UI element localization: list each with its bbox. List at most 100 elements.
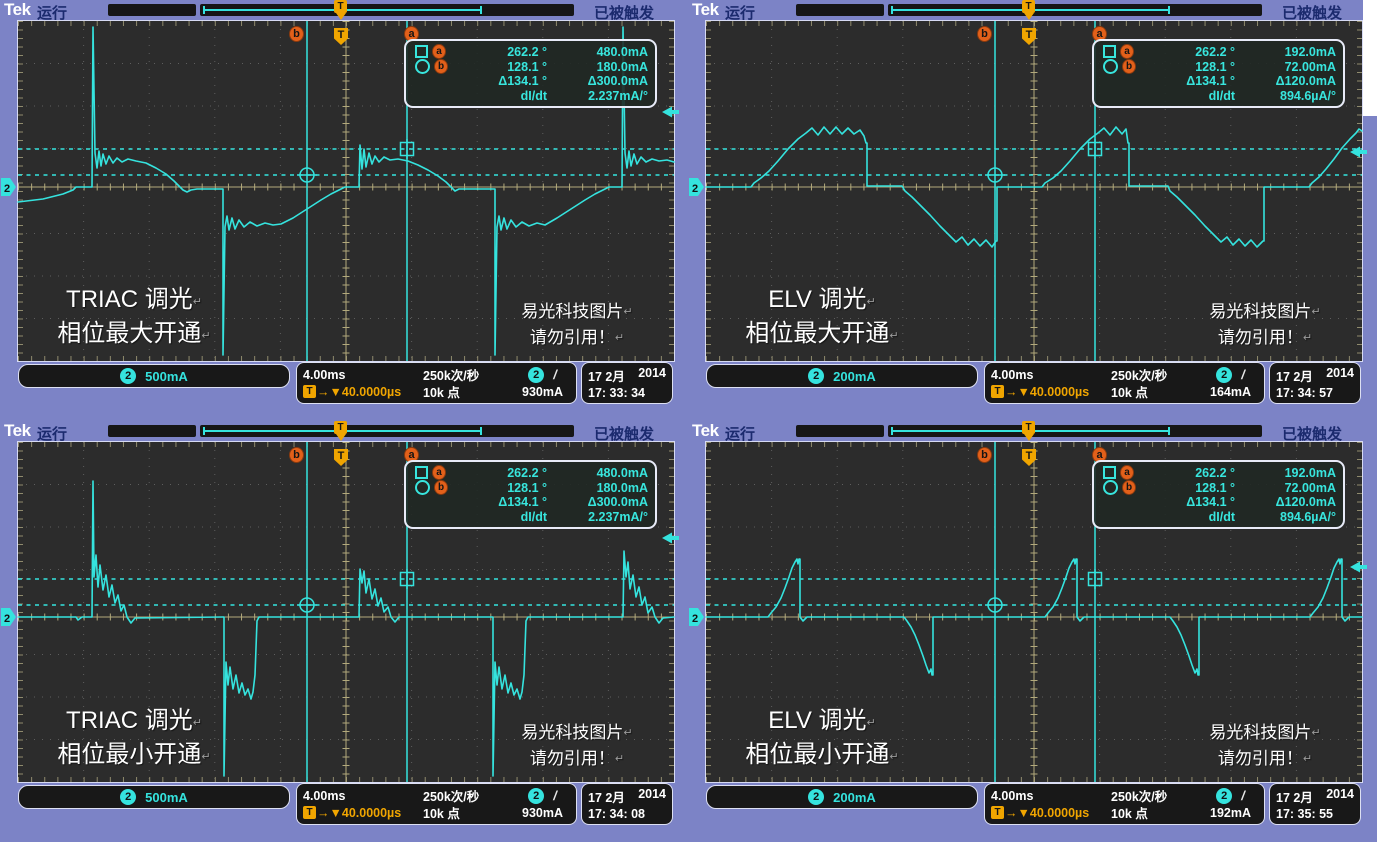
cursor-b-top-marker[interactable]: b xyxy=(289,447,304,463)
cursor-b-badge-icon: b xyxy=(434,480,448,495)
run-status: 运行 xyxy=(37,426,68,443)
date-row: 17 2月 2014 xyxy=(588,787,666,806)
circle-icon xyxy=(415,59,430,74)
sample-rate: 250k次/秒 xyxy=(1111,369,1168,383)
cursor-b-top-marker[interactable]: b xyxy=(977,26,992,42)
amplitude-cursor-lines[interactable] xyxy=(706,578,1362,606)
trigger-position-icon: T xyxy=(1022,421,1035,434)
time-cursor-lines[interactable] xyxy=(306,442,408,782)
horizontal-trigger-chip[interactable]: 4.00ms 250k次/秒 2 / T →▼40.0000µs 10k 点 9… xyxy=(296,783,577,825)
square-icon xyxy=(415,45,428,58)
cursor-a-badge-icon: a xyxy=(1120,465,1134,480)
time-value: 17: 34: 57 xyxy=(1276,386,1333,400)
trigger-down-arrow-icon xyxy=(1024,434,1034,441)
time-cursor-lines[interactable] xyxy=(306,21,408,361)
square-icon xyxy=(1103,466,1116,479)
cursor-a-phase: 262.2 ° xyxy=(507,465,547,480)
channel-2-badge-icon: 2 xyxy=(808,789,825,805)
return-mark: ↵ xyxy=(1311,306,1321,318)
channel-scale-chip[interactable]: 2 200mA xyxy=(706,785,978,809)
cursor-a-phase: 262.2 ° xyxy=(1195,44,1235,59)
channel-scale-value: 500mA xyxy=(145,368,188,384)
return-mark: ↵ xyxy=(1302,332,1313,344)
annotation-label: ELV 调光↵ 相位最大开通↵ xyxy=(700,284,944,352)
trigger-level-arrow-icon[interactable] xyxy=(1350,561,1367,573)
trigger-delay: T →▼40.0000µs xyxy=(303,385,423,399)
sample-rate: 250k次/秒 xyxy=(1111,790,1168,804)
amplitude-cursor-lines[interactable] xyxy=(18,578,674,606)
return-mark: ↵ xyxy=(623,727,633,739)
trigger-point-tag[interactable]: T xyxy=(334,28,348,45)
cursor-b-amplitude: 72.00mA xyxy=(1284,59,1336,74)
cursor-readout-box: a 262.2 ° 480.0mA b 128.1 ° 180.0mA Δ134… xyxy=(404,460,657,529)
trigger-level-arrow-icon[interactable] xyxy=(662,106,679,118)
cursor-a-badge-icon: a xyxy=(1120,44,1134,59)
timebase-value: 4.00ms xyxy=(303,367,346,382)
svg-text:2: 2 xyxy=(692,613,698,625)
record-points: 10k 点 xyxy=(1111,807,1148,821)
trigger-level-value: 930mA xyxy=(522,805,563,820)
watermark-line1: 易光科技图片 xyxy=(521,302,624,321)
channel-2-zero-marker[interactable]: 2 xyxy=(689,608,704,626)
trigger-point-tag[interactable]: T xyxy=(1022,28,1036,45)
channel-scale-chip[interactable]: 2 200mA xyxy=(706,364,978,388)
channel-2-zero-marker[interactable]: 2 xyxy=(689,178,704,196)
trigger-status: 已被触发 xyxy=(1282,5,1343,22)
channel-scale-chip[interactable]: 2 500mA xyxy=(18,785,290,809)
delay-row: T →▼40.0000µs 10k 点 930mA xyxy=(303,804,570,821)
delay-value: →▼40.0000µs xyxy=(317,384,402,399)
year-value: 2014 xyxy=(638,787,666,801)
trigger-level-value: 164mA xyxy=(1210,384,1251,399)
year-value: 2014 xyxy=(1326,787,1354,801)
trigger-level-arrow-icon[interactable] xyxy=(1350,146,1367,158)
readout-row-didt: dI/dt 894.6µA/° xyxy=(1103,89,1336,104)
cursor-b-badge-icon: b xyxy=(1122,59,1136,74)
delay-value: →▼40.0000µs xyxy=(317,805,402,820)
acquisition-bar-left xyxy=(796,4,884,16)
horizontal-trigger-chip[interactable]: 4.00ms 250k次/秒 2 / T →▼40.0000µs 10k 点 1… xyxy=(984,362,1265,404)
cursor-a-badge-icon: a xyxy=(432,465,446,480)
didt-value: 894.6µA/° xyxy=(1280,509,1336,524)
scope-screenshot: Tek 运行 T 已被触发 xyxy=(0,0,688,421)
channel-2-zero-marker[interactable]: 2 xyxy=(1,178,16,196)
trigger-point-tag[interactable]: T xyxy=(334,449,348,466)
cursor-a-phase: 262.2 ° xyxy=(1195,465,1235,480)
record-points: 10k 点 xyxy=(423,807,460,821)
channel-2-zero-marker[interactable]: 2 xyxy=(1,608,16,626)
overlay-group: 2 xyxy=(689,126,1363,248)
time-cursor-lines[interactable] xyxy=(994,442,1096,782)
horizontal-trigger-chip[interactable]: 4.00ms 250k次/秒 2 / T →▼40.0000µs 10k 点 9… xyxy=(296,362,577,404)
return-mark: ↵ xyxy=(614,753,625,765)
trigger-level-arrow-icon[interactable] xyxy=(662,532,679,544)
cursor-b-top-marker[interactable]: b xyxy=(977,447,992,463)
time-value: 17: 34: 08 xyxy=(588,807,645,821)
trigger-point-tag[interactable]: T xyxy=(1022,449,1036,466)
cursor-a-top-marker[interactable]: a xyxy=(404,26,419,42)
cursor-b-top-marker[interactable]: b xyxy=(289,26,304,42)
didt-label: dI/dt xyxy=(520,509,547,524)
time-cursor-lines[interactable] xyxy=(994,21,1096,361)
cursor-b-phase: 128.1 ° xyxy=(507,480,547,495)
watermark: 易光科技图片↵ 请勿引用！↵ xyxy=(1178,720,1352,772)
delay-row: T →▼40.0000µs 10k 点 192mA xyxy=(991,804,1258,821)
delta-phase: Δ134.1 ° xyxy=(498,495,547,510)
trigger-source-badge-icon: 2 xyxy=(1216,366,1233,383)
horizontal-trigger-chip[interactable]: 4.00ms 250k次/秒 2 / T →▼40.0000µs 10k 点 1… xyxy=(984,783,1265,825)
trigger-slope-icon: / xyxy=(1241,788,1245,803)
annotation-line1: TRIAC 调光 xyxy=(66,707,193,734)
channel-2-badge-icon: 2 xyxy=(120,789,137,805)
channel-scale-chip[interactable]: 2 500mA xyxy=(18,364,290,388)
watermark-line2: 请勿引用！ xyxy=(529,328,615,347)
watermark-line2: 请勿引用！ xyxy=(1217,328,1303,347)
amplitude-cursor-lines[interactable] xyxy=(18,148,674,176)
return-mark: ↵ xyxy=(889,751,899,763)
cursor-b-phase: 128.1 ° xyxy=(507,59,547,74)
return-mark: ↵ xyxy=(866,717,876,729)
delta-amplitude: Δ300.0mA xyxy=(587,495,648,510)
amplitude-cursor-lines[interactable] xyxy=(706,148,1362,176)
trigger-source-badge-icon: 2 xyxy=(528,787,545,804)
annotation-line2: 相位最小开通 xyxy=(745,741,890,768)
trigger-position-icon: T xyxy=(1022,0,1035,13)
delta-amplitude: Δ300.0mA xyxy=(587,74,648,89)
watermark-line1: 易光科技图片 xyxy=(1209,302,1312,321)
